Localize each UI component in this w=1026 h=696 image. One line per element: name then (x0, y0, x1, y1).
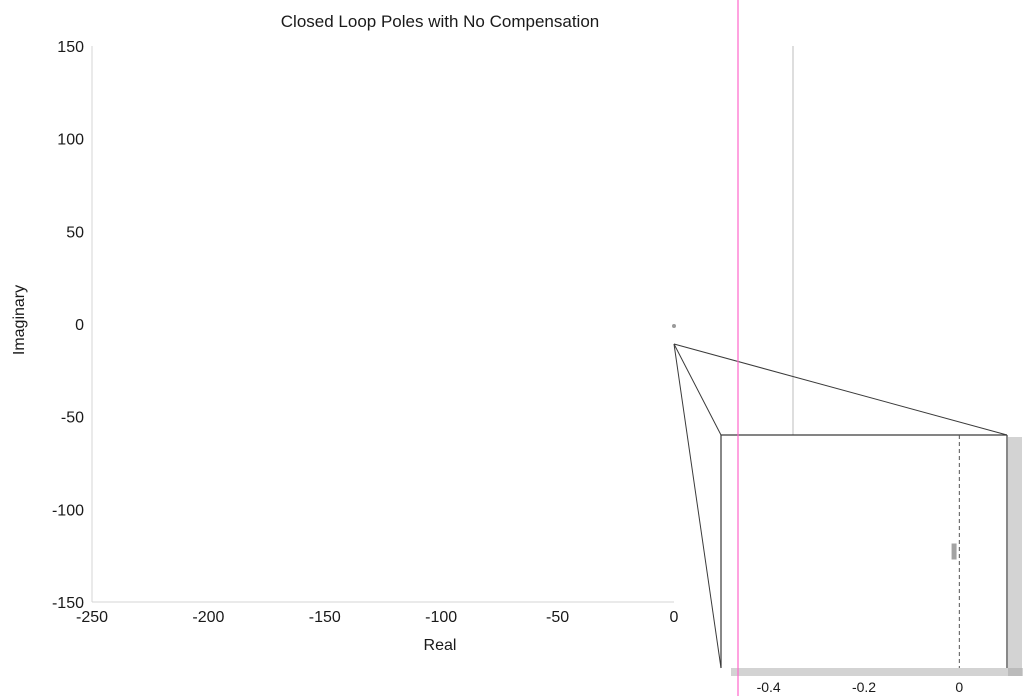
y-tick-label: -150 (52, 595, 84, 612)
inset-shadow-right (1008, 437, 1022, 676)
x-axis-label: Real (424, 637, 457, 654)
x-tick-label: -50 (546, 609, 569, 626)
pole-marker (672, 324, 676, 328)
inset-x-tick-label: -0.4 (757, 679, 781, 695)
y-tick-label: 0 (75, 317, 84, 334)
y-tick-label: 100 (57, 132, 84, 149)
zoom-inset: -0.4 -0.2 0 (673, 0, 1023, 696)
inset-shadow-bottom (731, 668, 1023, 676)
inset-x-tick-label: 0 (955, 679, 963, 695)
zoom-connector-line (673, 343, 1008, 436)
y-axis-label: Imaginary (11, 285, 28, 355)
y-tick-label: -100 (52, 502, 84, 519)
zoom-connector-line (673, 343, 722, 436)
y-tick-label: 50 (66, 224, 84, 241)
y-tick-label: -50 (61, 410, 84, 427)
x-tick-label: 0 (670, 609, 679, 626)
y-tick-label: 150 (57, 39, 84, 56)
main-plot-area: -250 -200 -150 -100 -50 0 150 100 50 0 -50 -100 -150 (52, 39, 679, 626)
x-tick-label: -200 (192, 609, 224, 626)
inset-x-tick-label: -0.2 (852, 679, 876, 695)
inset-pole-marker (951, 543, 957, 560)
chart-title: Closed Loop Poles with No Compensation (281, 12, 599, 31)
zoom-connector-line (673, 343, 722, 669)
x-tick-label: -250 (76, 609, 108, 626)
x-tick-label: -150 (309, 609, 341, 626)
x-tick-label: -100 (425, 609, 457, 626)
